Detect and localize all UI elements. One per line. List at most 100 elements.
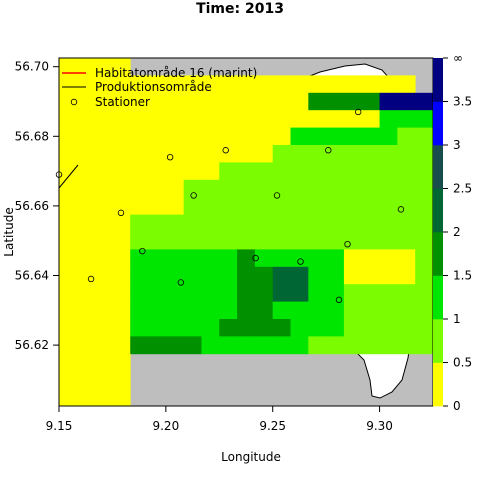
heatmap-cell	[201, 284, 220, 302]
heatmap-cell	[272, 110, 291, 128]
heatmap-cell	[361, 301, 380, 320]
colorbar-tick-label: 0	[453, 399, 461, 413]
heatmap-cell	[59, 145, 78, 163]
heatmap-cell	[379, 284, 398, 302]
heatmap-cell	[272, 249, 291, 268]
plot-title: Time: 2013	[196, 1, 284, 17]
heatmap-cell	[237, 110, 256, 128]
heatmap-cell	[148, 110, 167, 128]
heatmap-cell	[148, 127, 167, 146]
heatmap-cell	[397, 266, 416, 285]
station-marker	[222, 147, 229, 154]
heatmap-cell	[94, 197, 113, 215]
y-tick-label: 56.62	[15, 338, 49, 352]
heatmap-cell	[183, 127, 202, 146]
heatmap-cell	[183, 92, 202, 111]
heatmap-cell	[219, 266, 238, 285]
heatmap-cell	[94, 266, 113, 285]
heatmap-cell	[201, 336, 220, 355]
station-marker	[325, 147, 332, 154]
heatmap-cell	[112, 58, 131, 76]
heatmap-cell	[148, 145, 167, 163]
heatmap-cell	[415, 197, 433, 215]
legend-label-stations: Stationer	[95, 95, 150, 109]
heatmap-cell	[237, 232, 256, 250]
heatmap-cell	[94, 162, 113, 181]
heatmap-cell	[76, 162, 96, 181]
heatmap-cell	[397, 232, 416, 250]
heatmap-cell	[112, 388, 131, 406]
heatmap-cell	[76, 301, 96, 320]
heatmap-cell	[130, 145, 149, 163]
heatmap-cell	[308, 179, 327, 198]
heatmap-cell	[165, 179, 185, 198]
heatmap-cell	[415, 92, 433, 111]
heatmap-cell	[272, 197, 291, 215]
heatmap-cell	[112, 162, 131, 181]
heatmap-cell	[469, 284, 480, 302]
heatmap-cell	[397, 75, 416, 94]
heatmap-cell	[290, 127, 309, 146]
heatmap-cell	[379, 75, 398, 94]
heatmap-cell	[254, 214, 274, 233]
heatmap-cell	[415, 336, 433, 355]
heatmap-cell	[237, 75, 256, 94]
heatmap-cell	[326, 75, 345, 94]
heatmap-cell	[326, 92, 345, 111]
heatmap-cell	[59, 266, 78, 285]
heatmap-cell	[59, 301, 78, 320]
colorbar-segment	[433, 101, 443, 146]
heatmap-cell	[290, 232, 309, 250]
heatmap-cell	[76, 319, 96, 337]
heatmap-cell	[397, 284, 416, 302]
heatmap-cell	[397, 249, 416, 268]
heatmap-cell	[59, 249, 78, 268]
heatmap-cell	[237, 266, 256, 285]
heatmap-cell	[112, 110, 131, 128]
heatmap-cell	[165, 75, 185, 94]
heatmap-cell	[326, 110, 345, 128]
heatmap-cell	[415, 319, 433, 337]
heatmap-cell	[59, 127, 78, 146]
heatmap-cell	[112, 319, 131, 337]
heatmap-cell	[183, 179, 202, 198]
heatmap-cell	[219, 249, 238, 268]
heatmap-cell	[379, 249, 398, 268]
heatmap-cell	[361, 266, 380, 285]
heatmap-cell	[343, 145, 363, 163]
heatmap-cell	[254, 232, 274, 250]
heatmap-cell	[469, 145, 480, 163]
heatmap-cell	[397, 145, 416, 163]
colorbar-segment	[433, 275, 443, 320]
x-tick-label: 9.20	[152, 419, 179, 433]
heatmap-cell	[130, 266, 149, 285]
legend-label-habitat: Habitatområde 16 (marint)	[95, 66, 257, 80]
heatmap-cell	[361, 145, 380, 163]
heatmap-cell	[397, 214, 416, 233]
heatmap-cell	[112, 75, 131, 94]
heatmap-cell	[165, 301, 185, 320]
heatmap-cell	[254, 162, 274, 181]
heatmap-cell	[397, 319, 416, 337]
heatmap-cell	[290, 336, 309, 355]
heatmap-cell	[237, 336, 256, 355]
heatmap-cell	[379, 92, 398, 111]
heatmap-cell	[254, 75, 274, 94]
heatmap-cell	[326, 284, 345, 302]
heatmap-cell	[290, 284, 309, 302]
heatmap-cell	[112, 336, 131, 355]
heatmap-cell	[59, 75, 78, 94]
heatmap-cell	[112, 197, 131, 215]
heatmap-cell	[415, 232, 433, 250]
heatmap-cell	[379, 110, 398, 128]
heatmap-cell	[343, 110, 363, 128]
heatmap-cell	[94, 92, 113, 111]
heatmap-cell	[130, 214, 149, 233]
heatmap-cell	[326, 232, 345, 250]
heatmap-cell	[219, 145, 238, 163]
heatmap-cell	[326, 197, 345, 215]
colorbar-segment	[433, 145, 443, 189]
heatmap-cell	[272, 75, 291, 94]
heatmap-cell	[451, 284, 469, 302]
heatmap-cell	[94, 319, 113, 337]
